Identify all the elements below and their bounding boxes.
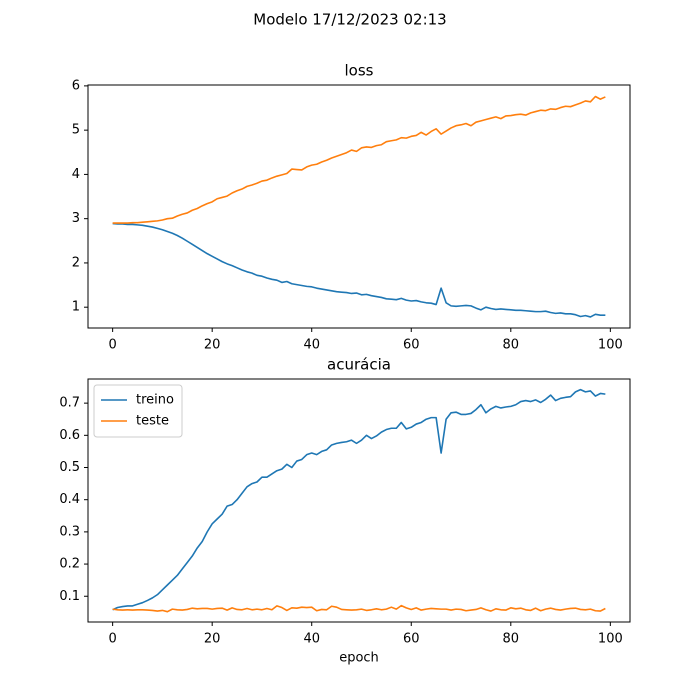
legend-label: treino — [136, 393, 174, 408]
y-tick-label: 0.1 — [59, 589, 80, 604]
legend-box — [93, 384, 183, 438]
x-tick-label: 60 — [403, 632, 420, 647]
axes-title: loss — [345, 62, 374, 80]
y-tick-label: 0.4 — [59, 492, 80, 507]
y-tick-label: 2 — [72, 255, 80, 270]
x-tick-label: 80 — [503, 338, 520, 353]
x-tick-label: 20 — [204, 632, 221, 647]
axes-frame — [87, 84, 631, 329]
x-tick-label: 40 — [303, 632, 320, 647]
x-tick-label: 80 — [503, 632, 520, 647]
x-tick-label: 20 — [204, 338, 221, 353]
y-tick-label: 1 — [72, 300, 80, 315]
axes-frame — [87, 378, 631, 623]
x-axis-label: epoch — [339, 651, 379, 666]
x-tick-label: 0 — [108, 632, 116, 647]
x-tick-label: 60 — [403, 338, 420, 353]
y-tick-label: 0.3 — [59, 524, 80, 539]
legend-label: teste — [136, 414, 169, 429]
axes-title: acurácia — [327, 356, 391, 374]
x-tick-label: 100 — [598, 632, 623, 647]
series-line — [112, 222, 606, 318]
y-tick-label: 0.2 — [59, 557, 80, 572]
axes-background — [88, 85, 630, 328]
y-tick-label: 6 — [72, 78, 80, 93]
x-tick-label: 40 — [303, 338, 320, 353]
y-tick-label: 0.5 — [59, 460, 80, 475]
series-line — [112, 604, 606, 613]
series-line — [112, 95, 606, 224]
y-tick-label: 0.6 — [59, 428, 80, 443]
x-tick-label: 100 — [598, 338, 623, 353]
y-tick-label: 3 — [72, 211, 80, 226]
figure-title: Modelo 17/12/2023 02:13 — [253, 11, 446, 29]
series-line — [112, 388, 606, 611]
y-tick-label: 4 — [72, 167, 80, 182]
y-tick-label: 0.7 — [59, 396, 80, 411]
x-tick-label: 0 — [108, 338, 116, 353]
y-tick-label: 5 — [72, 123, 80, 138]
